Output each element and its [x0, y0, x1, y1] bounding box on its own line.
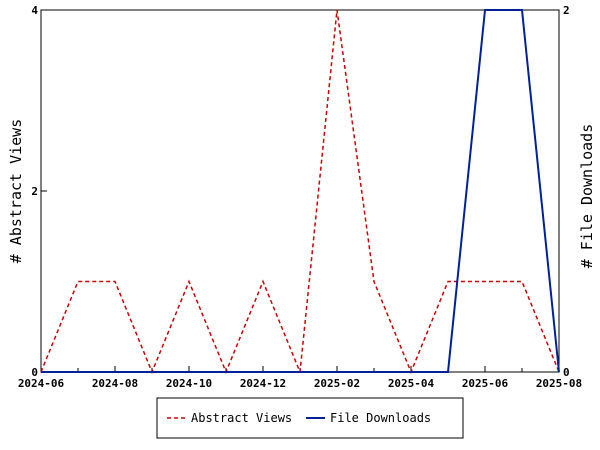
series-line-file-downloads: [41, 9, 560, 373]
y-left-tick-label-2: 2: [31, 185, 38, 198]
x-tick-label-2025-04: 2025-04: [388, 377, 435, 390]
plot-area: [40, 9, 560, 373]
y-left-tick-label-0: 0: [31, 366, 38, 379]
legend-label-abstract-views: Abstract Views: [191, 411, 292, 425]
series-layer: [40, 9, 560, 374]
x-axis: 2024-06 2024-08 2024-10 2024-12 2025-02 2025-…: [18, 366, 582, 390]
y-left-tick-label-4: 4: [31, 4, 38, 17]
y-axis-left-title: # Abstract Views: [7, 119, 25, 264]
y-right-tick-label-0: 0: [563, 366, 570, 379]
x-tick-label-2024-10: 2024-10: [166, 377, 212, 390]
x-tick-label-2025-06: 2025-06: [462, 377, 509, 390]
x-tick-label-2025-02: 2025-02: [314, 377, 360, 390]
legend: Abstract Views File Downloads: [156, 397, 464, 439]
x-tick-label-2024-06: 2024-06: [18, 377, 65, 390]
x-tick-label-2024-12: 2024-12: [240, 377, 286, 390]
y-axis-right-title: # File Downloads: [578, 124, 596, 269]
y-right-tick-label-2: 2: [563, 4, 570, 17]
x-tick-label-2025-08: 2025-08: [536, 377, 582, 390]
legend-label-file-downloads: File Downloads: [330, 411, 431, 425]
x-tick-label-2024-08: 2024-08: [92, 377, 138, 390]
